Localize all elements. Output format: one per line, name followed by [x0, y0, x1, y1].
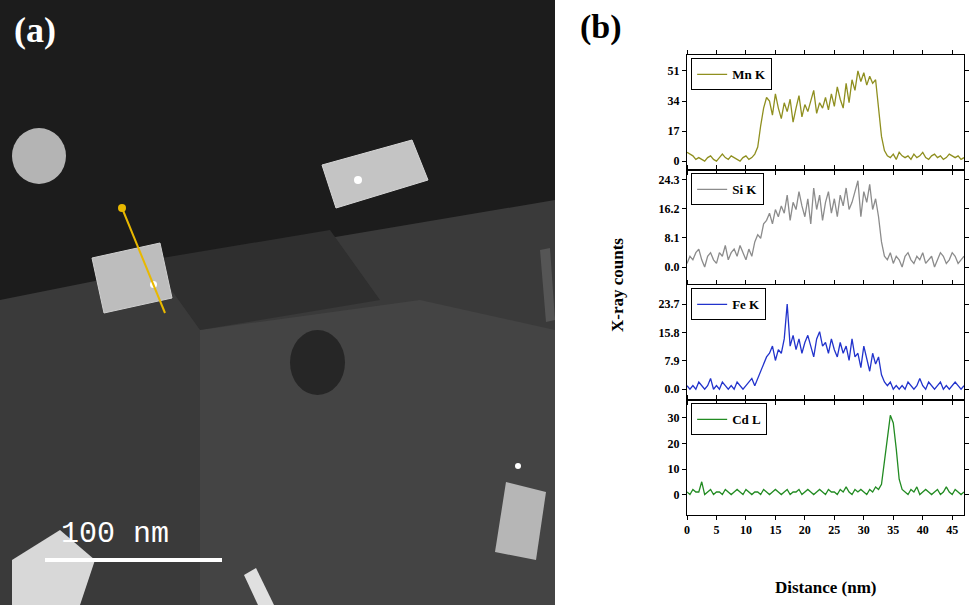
svg-text:0.0: 0.0 [665, 260, 680, 274]
svg-text:25: 25 [828, 523, 840, 537]
svg-text:5: 5 [713, 523, 719, 537]
svg-text:51: 51 [668, 64, 680, 78]
svg-text:Distance (nm): Distance (nm) [775, 578, 877, 597]
svg-text:Fe K: Fe K [732, 297, 760, 312]
svg-text:8.1: 8.1 [665, 231, 680, 245]
svg-text:0: 0 [674, 488, 680, 502]
svg-text:17: 17 [668, 124, 680, 138]
svg-text:40: 40 [917, 523, 929, 537]
svg-text:Mn K: Mn K [732, 67, 766, 82]
svg-text:100 nm: 100 nm [61, 517, 169, 551]
svg-text:0: 0 [674, 154, 680, 168]
svg-text:0.0: 0.0 [665, 382, 680, 396]
svg-text:15: 15 [769, 523, 781, 537]
svg-text:20: 20 [799, 523, 811, 537]
svg-text:15.8: 15.8 [659, 326, 680, 340]
svg-text:23.7: 23.7 [659, 297, 680, 311]
svg-text:(b): (b) [580, 8, 622, 46]
svg-text:Cd L: Cd L [732, 412, 761, 427]
svg-text:24.3: 24.3 [659, 173, 680, 187]
svg-text:10: 10 [740, 523, 752, 537]
svg-text:30: 30 [668, 411, 680, 425]
svg-text:45: 45 [946, 523, 958, 537]
svg-text:X-ray counts: X-ray counts [608, 238, 627, 332]
svg-text:7.9: 7.9 [665, 354, 680, 368]
svg-text:(a): (a) [14, 10, 56, 50]
svg-text:34: 34 [668, 94, 680, 108]
svg-text:0: 0 [684, 523, 690, 537]
svg-text:16.2: 16.2 [659, 202, 680, 216]
svg-text:Si K: Si K [732, 182, 757, 197]
svg-text:30: 30 [858, 523, 870, 537]
svg-text:10: 10 [668, 462, 680, 476]
svg-text:35: 35 [887, 523, 899, 537]
svg-text:20: 20 [668, 437, 680, 451]
